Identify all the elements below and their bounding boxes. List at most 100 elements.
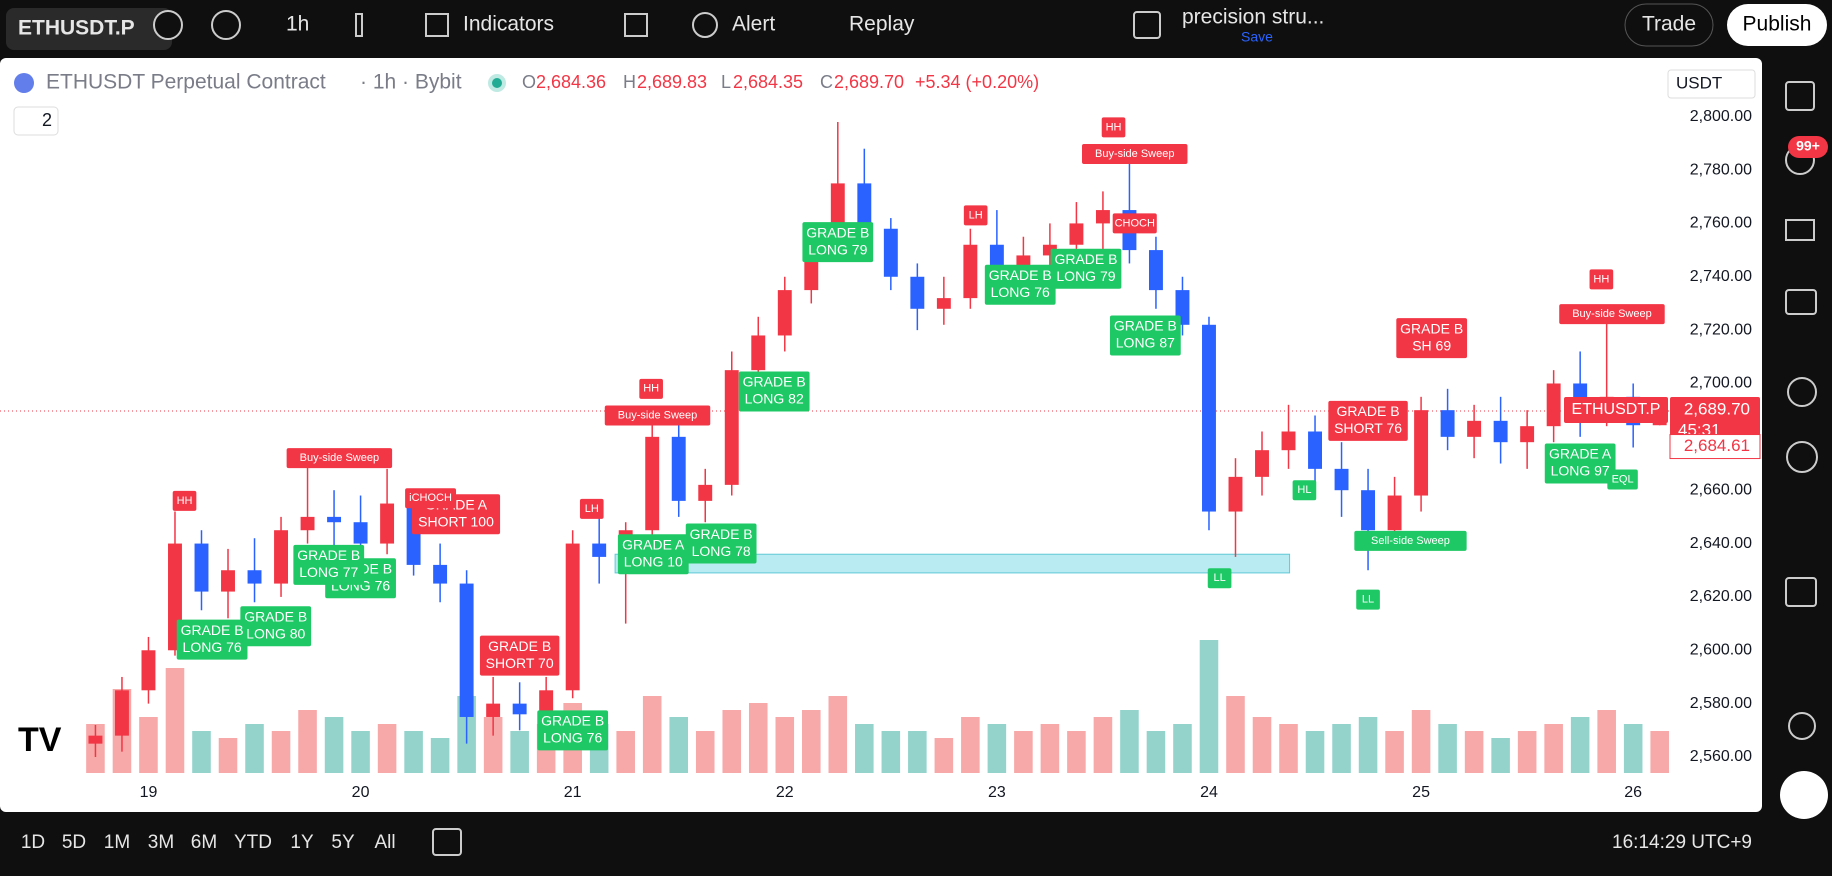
layout-name[interactable]: precision stru... (1182, 6, 1324, 29)
range-button[interactable]: 1Y (290, 832, 314, 853)
annotation-label (604, 405, 711, 426)
annotation-text: iCHOCH (409, 492, 452, 504)
annotation-text: HH (1593, 273, 1609, 285)
candle-body (565, 543, 580, 691)
ideas-icon[interactable] (1787, 377, 1817, 407)
y-tick-label: 2,660.00 (1690, 481, 1752, 498)
indicator-toggle[interactable] (13, 106, 59, 136)
annotation-label (579, 498, 604, 519)
interval[interactable]: 1h (286, 13, 309, 36)
candle-body (88, 735, 103, 744)
symbol-badge (1564, 396, 1668, 423)
volume-bar (722, 710, 742, 773)
annotation-label (1607, 469, 1638, 490)
toolbar (0, 0, 1832, 58)
volume-bar (298, 710, 317, 773)
trade-button[interactable] (1624, 3, 1714, 47)
replay[interactable]: Replay (849, 13, 915, 36)
goto-date[interactable] (432, 828, 462, 856)
trade[interactable]: Trade (1642, 13, 1696, 36)
clock: 16:14:29 UTC+9 (1612, 832, 1752, 853)
candle-body (1069, 223, 1084, 245)
chart-type[interactable] (355, 13, 363, 37)
symbol-icon[interactable] (153, 10, 183, 40)
volume-bar (1491, 738, 1510, 773)
annotation-text: LONG 79 (1056, 268, 1115, 284)
publish[interactable]: Publish (1743, 13, 1812, 36)
candle-body (724, 370, 739, 485)
open-value: 2,684.36 (536, 72, 606, 92)
volume-bar (404, 731, 423, 773)
annotation-text: Sell-side Sweep (1371, 535, 1450, 547)
symbol[interactable]: ETHUSDT.P (18, 17, 135, 40)
annotation-text: CHOCH (1115, 217, 1155, 229)
range-button[interactable]: 5D (62, 832, 86, 853)
y-tick-label: 2,720.00 (1690, 321, 1752, 338)
annotation-label (1207, 568, 1232, 589)
y-tick-label: 2,700.00 (1690, 375, 1752, 392)
candle-body (1042, 244, 1057, 256)
range-button[interactable]: 5Y (331, 832, 355, 853)
candle-body (1440, 410, 1455, 437)
plot: 2,560.00 2,580.00 2,600.00 2,620.00 2,640.00… (0, 108, 1761, 801)
add-symbol[interactable] (211, 10, 241, 40)
candle-body (910, 276, 925, 309)
range-button[interactable]: 6M (191, 832, 217, 853)
alert-icon[interactable] (692, 12, 718, 38)
range-button[interactable]: YTD (234, 832, 272, 853)
volume-bar (1385, 731, 1404, 773)
annotation-text: LONG 82 (745, 391, 804, 407)
range-button[interactable]: 1M (104, 832, 130, 853)
annotation-text: HH (643, 383, 659, 395)
annotation-text: LONG 80 (246, 625, 305, 641)
range-button[interactable]: 3M (148, 832, 174, 853)
annotation-label (1354, 530, 1467, 551)
currency[interactable]: USDT (1676, 73, 1722, 92)
indicators[interactable]: Indicators (463, 13, 554, 36)
y-tick-label: 2,600.00 (1690, 641, 1752, 658)
indicator-count[interactable]: 2 (42, 110, 52, 130)
y-tick-label: 2,640.00 (1690, 535, 1752, 552)
annotation-text: GRADE B (989, 267, 1052, 283)
tv-logo[interactable]: TV (18, 721, 62, 759)
publish-button[interactable] (1727, 4, 1827, 46)
notification-badge (1788, 136, 1828, 158)
volume-bar (1226, 696, 1245, 773)
chat-icon[interactable] (1785, 289, 1817, 315)
volume-bar (192, 731, 211, 773)
volume-bar (748, 703, 768, 773)
symbol-button[interactable] (6, 8, 172, 50)
annotation-text: GRADE B (244, 608, 307, 624)
chart-panel (0, 58, 1762, 812)
candle-body (698, 484, 713, 501)
layers-icon[interactable] (1785, 219, 1815, 241)
candle-body (1361, 490, 1376, 531)
annotation-text: LONG 76 (991, 284, 1050, 300)
candle-body (1520, 426, 1535, 443)
save[interactable]: Save (1241, 29, 1273, 45)
volume-bar (855, 724, 874, 773)
notifications-icon[interactable] (1788, 712, 1816, 740)
annotation-text: GRADE B (1400, 320, 1463, 336)
calendar-icon[interactable] (1785, 577, 1817, 607)
currency-select[interactable] (1667, 69, 1756, 99)
watchlist-icon[interactable] (1785, 81, 1815, 111)
annotation-label (479, 635, 560, 676)
annotation-text: EQL (1612, 473, 1634, 485)
candle-body (221, 570, 235, 592)
target-icon[interactable] (1786, 441, 1818, 473)
layout-icon[interactable] (1133, 11, 1161, 39)
range-button[interactable]: All (374, 832, 395, 853)
annotation-text: LONG 10 (624, 553, 683, 569)
alert[interactable]: Alert (732, 13, 775, 36)
candle-body (857, 183, 872, 229)
low-value: 2,684.35 (733, 72, 803, 92)
volume-bar (1146, 731, 1166, 773)
volume-bar (987, 724, 1007, 773)
templates[interactable] (624, 13, 648, 37)
apps-button[interactable] (1780, 771, 1828, 819)
indicators-icon[interactable] (425, 13, 449, 37)
annotation-label (172, 490, 197, 511)
range-button[interactable]: 1D (21, 832, 45, 853)
